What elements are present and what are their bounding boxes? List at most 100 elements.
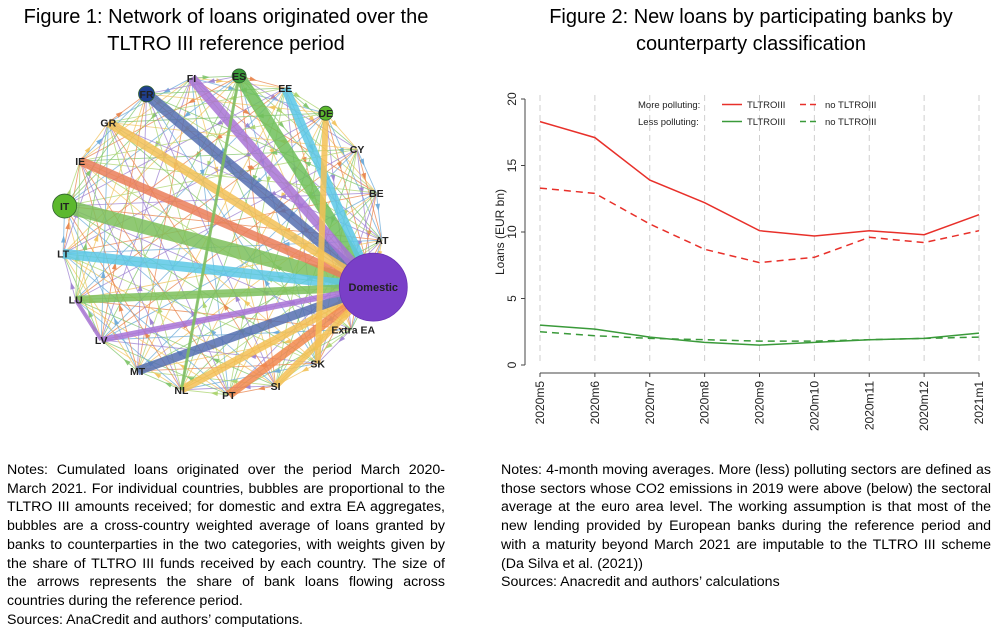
network-edge — [100, 122, 109, 340]
y-tick-label: 15 — [505, 159, 519, 173]
network-flow-es-to-nl — [179, 75, 241, 391]
figure1-sources: Sources: AnaCredit and authors’ computat… — [7, 611, 304, 628]
network-edge-arrowhead — [330, 174, 336, 183]
node-domestic-label: Domestic — [349, 282, 399, 294]
node-lu-label: LU — [69, 295, 83, 307]
node-de-bubble — [318, 105, 334, 121]
chart-series — [539, 120, 980, 346]
network-flow-ee-to-domestic — [281, 86, 378, 289]
x-tick-label-2020m11: 2020m11 — [862, 381, 876, 430]
network-edge — [107, 122, 182, 390]
network-edge-arrowhead — [211, 358, 220, 364]
network-edge-arrowhead — [70, 282, 76, 290]
network-nodes: FI ES EE DE CY BE AT Domestic Extra EA SK SI PT NL MT… — [52, 68, 408, 402]
network-edge — [64, 87, 286, 207]
network-edge — [137, 370, 182, 391]
node-fr-label: FR — [140, 89, 154, 101]
network-edge-arrowhead — [123, 359, 131, 366]
network-edge — [101, 339, 229, 396]
figure2-sources: Sources: Anacredit and authors’ calculat… — [501, 574, 780, 591]
network-edge — [75, 93, 147, 300]
network-flow-fr-to-domestic — [142, 89, 377, 292]
network-edge — [79, 77, 192, 162]
network-flow-mt-to-domestic — [136, 282, 375, 376]
network-edge — [238, 75, 277, 386]
network-flow-gr-to-domestic — [105, 118, 376, 291]
network-edge — [79, 160, 182, 390]
network-edge-arrowhead — [202, 75, 210, 80]
network-edge-arrowhead — [249, 76, 257, 82]
network-edge-arrowhead — [228, 85, 236, 91]
network-edge — [64, 205, 138, 372]
network-flow-ie-to-domestic — [78, 156, 376, 292]
network-edge — [191, 77, 277, 386]
network-edge-arrowhead — [375, 203, 381, 212]
figure1-notes: Notes: Cumulated loans originated over t… — [7, 461, 445, 629]
node-fi-label: FI — [187, 73, 196, 85]
loan-network-graph: FI ES EE DE CY BE AT Domestic Extra EA SK SI PT NL MT… — [52, 68, 408, 402]
network-edge-arrowhead — [339, 147, 345, 155]
network-edge — [75, 87, 286, 301]
network-edge — [62, 253, 77, 300]
network-flow-lu-to-domestic — [75, 283, 374, 304]
network-edge — [75, 299, 182, 391]
network-edge — [79, 160, 318, 364]
network-flow-fi-to-domestic — [187, 74, 378, 291]
network-edge — [64, 148, 358, 207]
node-lv-label: LV — [95, 335, 108, 347]
x-tick-label-2020m12: 2020m12 — [917, 381, 931, 431]
network-edge-arrowhead — [202, 300, 208, 309]
network-edge — [75, 299, 276, 387]
figure1-title: Figure 1: Network of loans originated ov… — [23, 6, 429, 55]
network-edge-arrowhead — [88, 310, 94, 318]
network-edge-arrowhead — [164, 382, 173, 388]
network-edge-arrowhead — [115, 111, 123, 118]
network-edge — [62, 253, 276, 387]
network-edge — [146, 87, 286, 95]
node-cy-label: CY — [350, 144, 365, 156]
network-flow-lv-to-domestic — [100, 284, 374, 343]
node-gr-label: GR — [100, 117, 116, 129]
y-tick-label: 5 — [505, 295, 519, 302]
network-edge-arrowhead — [137, 283, 143, 292]
node-be-label: BE — [369, 188, 384, 200]
legend-row-label: More polluting: — [638, 100, 700, 111]
network-edge-arrowhead — [303, 161, 312, 167]
network-edge-arrowhead — [84, 146, 91, 154]
network-edge-arrowhead — [65, 221, 70, 230]
node-es-bubble — [231, 68, 247, 84]
network-edge-arrowhead — [149, 317, 155, 326]
legend-entry-label: no TLTROIII — [825, 117, 876, 128]
network-edge-arrowhead — [325, 342, 333, 349]
network-edge-arrowhead — [199, 169, 205, 177]
network-edge-arrowhead — [283, 338, 291, 344]
network-edge-arrowhead — [361, 172, 366, 181]
network-edge-arrowhead — [243, 151, 251, 158]
network-edge-arrowhead — [210, 391, 218, 397]
network-edge-arrowhead — [215, 133, 223, 141]
network-edge-arrowhead — [85, 169, 92, 177]
x-tick-label-2020m8: 2020m8 — [698, 381, 712, 425]
network-edge-arrowhead — [216, 78, 224, 84]
network-edge — [62, 253, 138, 372]
network-edge-arrowhead — [230, 379, 238, 385]
node-nl-label: NL — [174, 385, 189, 397]
network-edge — [325, 112, 358, 150]
network-edge — [181, 389, 229, 396]
network-edge-arrowhead — [278, 121, 285, 129]
chart-axes: 0 5 10 15 20 Loans (EUR bn) 2020m5 2020m6 2020m7… — [495, 92, 986, 431]
network-edge-arrowhead — [153, 372, 162, 379]
network-edge — [108, 112, 326, 123]
network-edge — [181, 385, 276, 391]
network-edge — [79, 75, 240, 162]
network-edge-arrowhead — [96, 137, 103, 145]
network-flow-nl-to-domestic — [179, 283, 376, 394]
network-edge — [75, 160, 81, 300]
node-it-label: IT — [60, 201, 70, 213]
network-edge-arrowhead — [61, 235, 66, 243]
node-domestic-bubble — [338, 252, 408, 322]
network-edge — [62, 122, 109, 254]
network-edge-arrowhead — [100, 270, 106, 278]
x-tick-label-2020m7: 2020m7 — [643, 381, 657, 425]
network-edge-arrowhead — [93, 234, 99, 242]
